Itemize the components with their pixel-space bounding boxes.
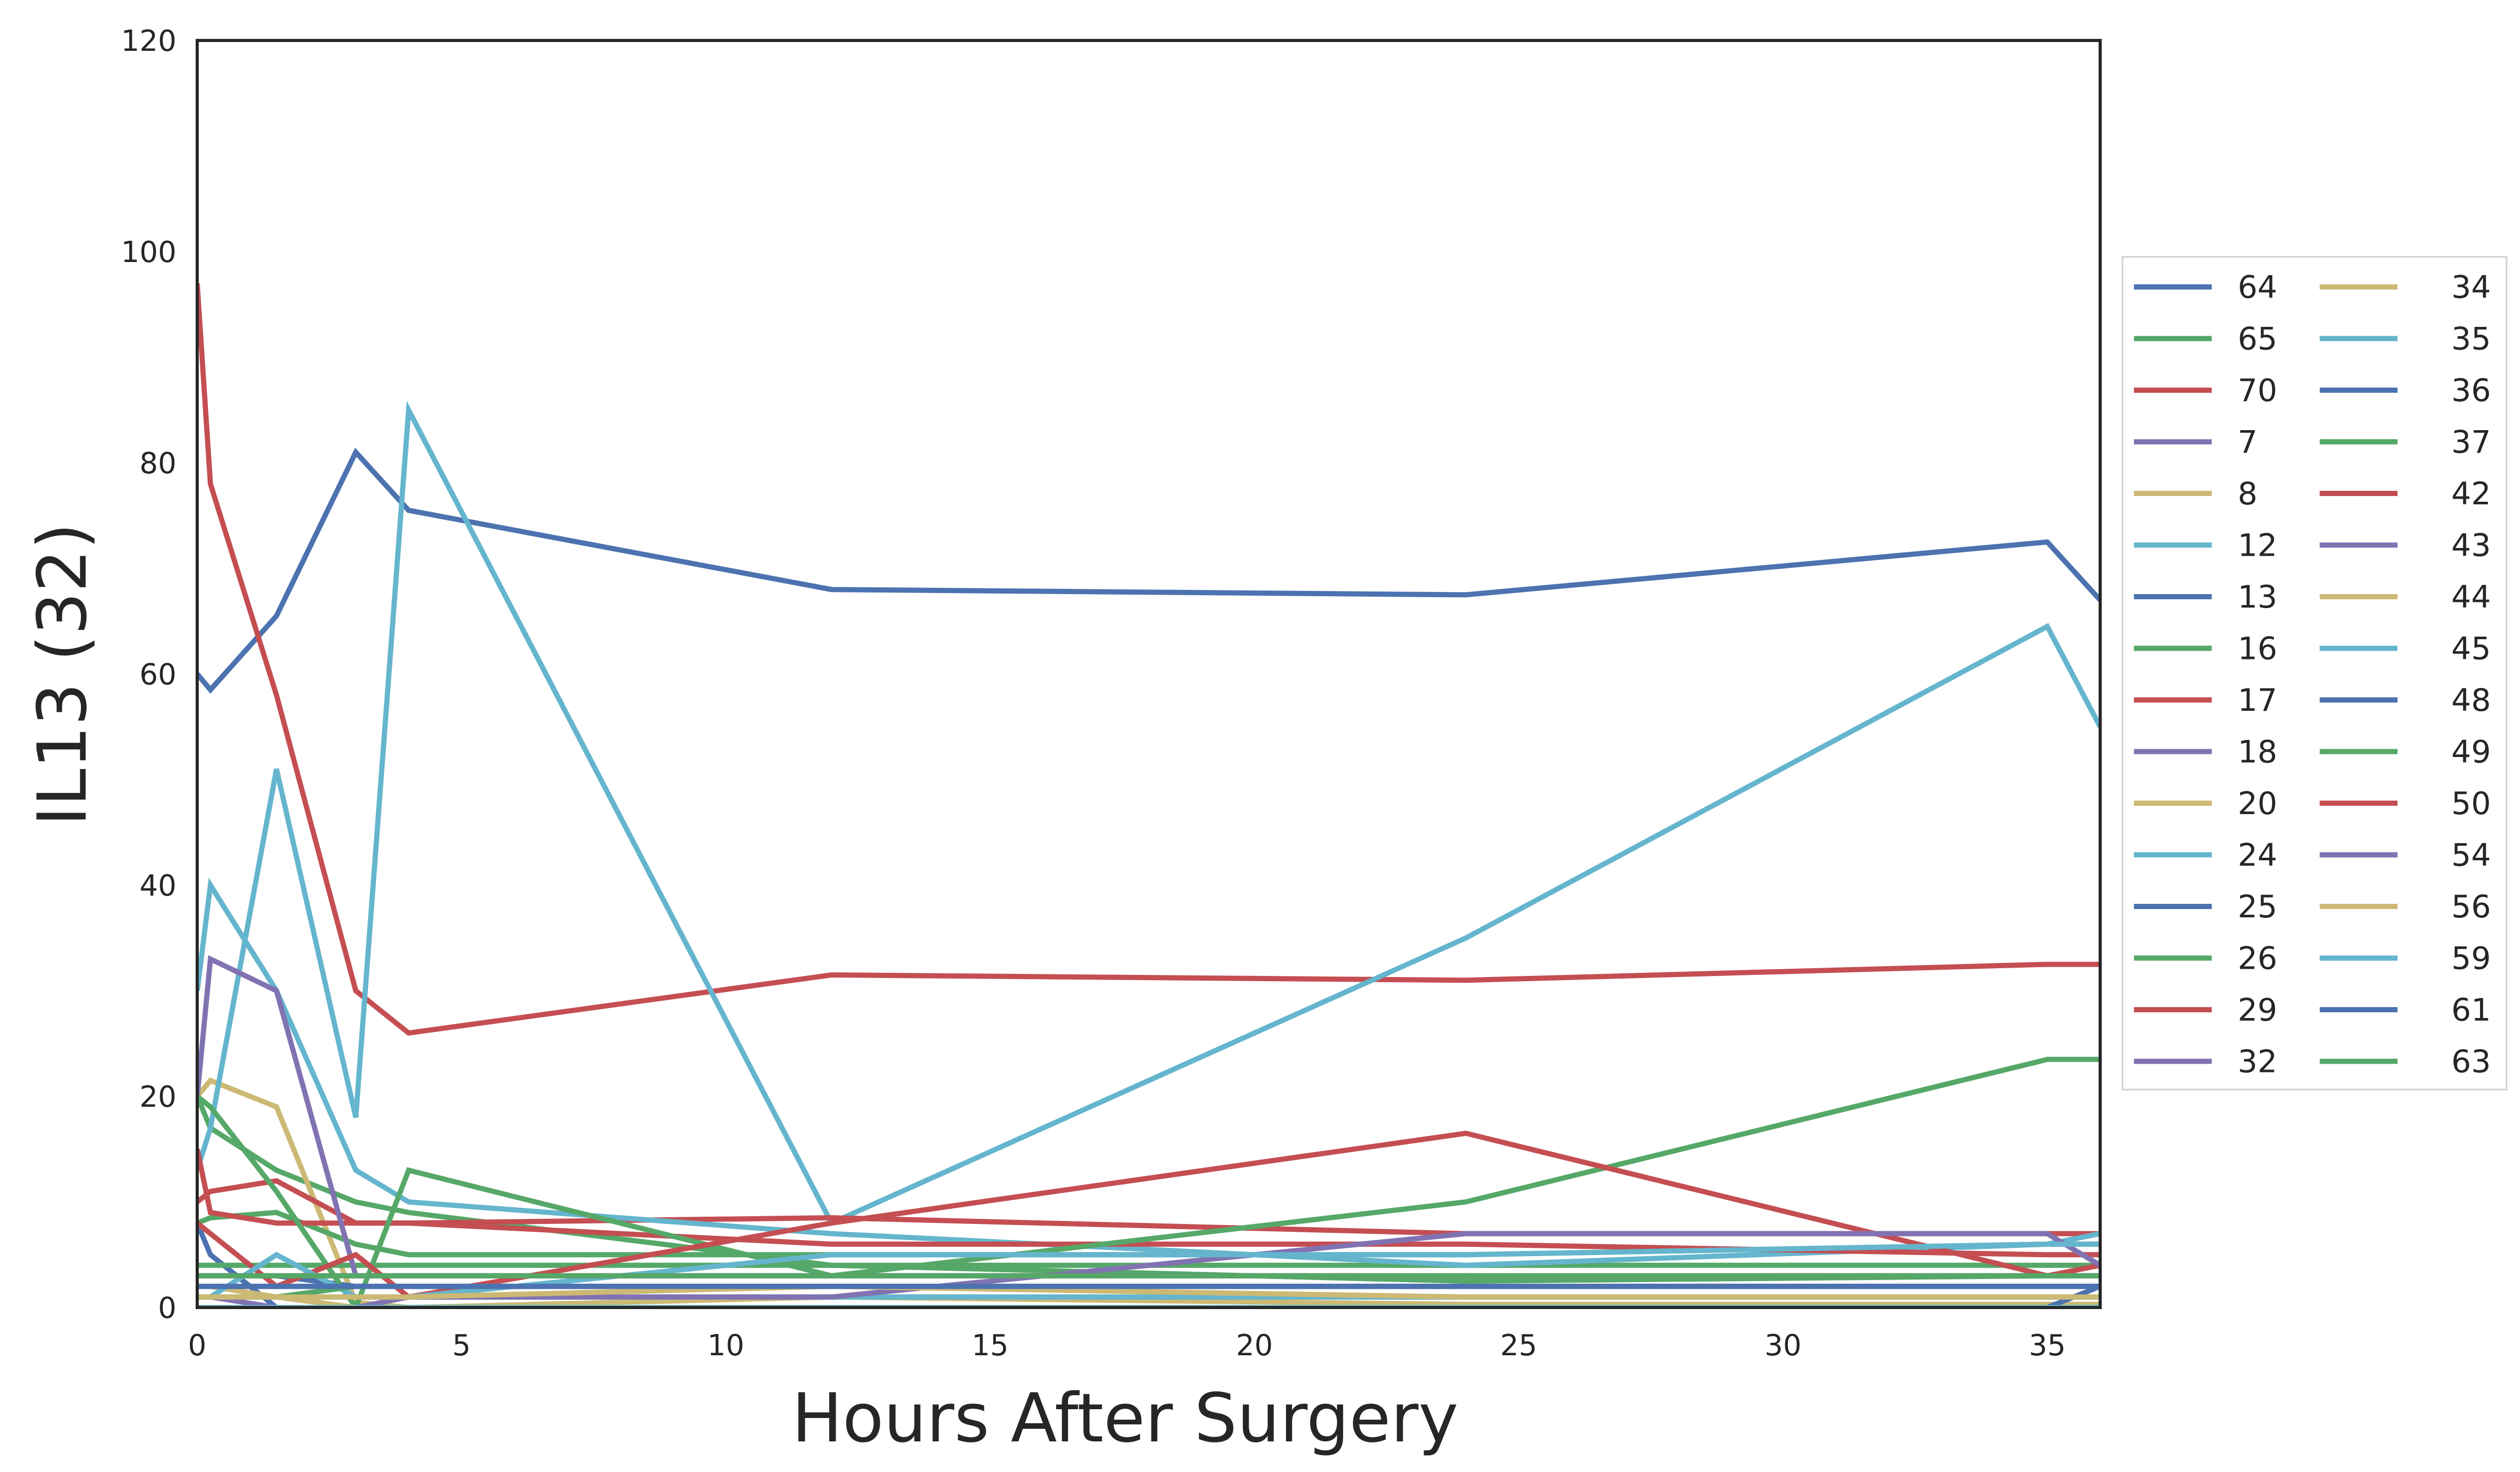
x-tick-label: 35 — [2029, 1329, 2066, 1363]
series-line-8 — [197, 1077, 2100, 1308]
legend: 64 65 70 7 8 12 13 16 17 18 20 24 25 26 29 32 34 35 36 37 42… — [2121, 256, 2508, 1091]
legend-label: 54 — [2451, 837, 2491, 874]
series-line-13 — [197, 1222, 2100, 1308]
y-tick-label: 0 — [158, 1291, 176, 1325]
legend-label: 44 — [2451, 579, 2491, 615]
series-line-64 — [197, 447, 2100, 694]
y-tick-label: 60 — [140, 658, 176, 692]
x-tick-label: 15 — [971, 1329, 1008, 1363]
series-line-29 — [197, 1148, 2100, 1258]
y-tick-label: 100 — [121, 236, 176, 269]
y-tick-label: 20 — [140, 1080, 176, 1114]
series-line-44 — [197, 1284, 2100, 1308]
legend-label: 43 — [2451, 528, 2491, 564]
legend-label: 7 — [2238, 424, 2257, 461]
legend-label: 25 — [2238, 889, 2277, 925]
legend-label: 56 — [2451, 889, 2491, 925]
legend-label: 61 — [2451, 992, 2491, 1028]
y-tick-label: 80 — [140, 447, 176, 480]
x-tick-label: 20 — [1236, 1329, 1273, 1363]
legend-label: 32 — [2238, 1044, 2277, 1080]
legend-label: 12 — [2238, 528, 2277, 564]
legend-label: 70 — [2238, 373, 2277, 409]
x-tick-label: 30 — [1764, 1329, 1801, 1363]
x-tick-label: 0 — [188, 1329, 207, 1363]
y-tick-label: 120 — [121, 24, 176, 58]
legend-label: 17 — [2238, 682, 2277, 719]
legend-label: 49 — [2451, 734, 2491, 771]
legend-label: 59 — [2451, 941, 2491, 977]
series-layer — [197, 283, 2100, 1308]
legend-label: 50 — [2451, 786, 2491, 822]
legend-label: 37 — [2451, 424, 2491, 461]
x-axis-ticks: 0 5 10 15 20 25 30 35 — [188, 1329, 2066, 1363]
series-line-37 — [197, 1056, 2100, 1308]
legend-label: 26 — [2238, 941, 2277, 977]
legend-label: 65 — [2238, 321, 2277, 357]
legend-box — [2121, 256, 2508, 1091]
legend-label: 24 — [2238, 837, 2277, 874]
series-line-12 — [197, 401, 2100, 1227]
legend-label: 42 — [2451, 476, 2491, 512]
legend-label: 18 — [2238, 734, 2277, 771]
x-tick-label: 10 — [707, 1329, 744, 1363]
y-tick-label: 40 — [140, 869, 176, 903]
y-axis-ticks: 0 20 40 60 80 100 120 — [121, 24, 176, 1325]
plot-frame — [196, 39, 2102, 1309]
legend-label: 64 — [2238, 269, 2277, 306]
legend-label: 63 — [2451, 1044, 2491, 1080]
legend-label: 29 — [2238, 992, 2277, 1028]
x-tick-label: 5 — [452, 1329, 471, 1363]
y-axis-title: IL13 (32) — [23, 523, 102, 826]
series-line-70 — [197, 283, 2100, 1036]
legend-label: 34 — [2451, 269, 2491, 306]
x-axis-title: Hours After Surgery — [792, 1379, 1459, 1457]
legend-label: 48 — [2451, 682, 2491, 719]
legend-label: 20 — [2238, 786, 2277, 822]
legend-label: 45 — [2451, 631, 2491, 667]
legend-label: 35 — [2451, 321, 2491, 357]
legend-label: 8 — [2238, 476, 2257, 512]
legend-label: 36 — [2451, 373, 2491, 409]
series-line-56 — [197, 1284, 2100, 1300]
x-tick-label: 25 — [1500, 1329, 1537, 1363]
legend-label: 16 — [2238, 631, 2277, 667]
legend-label: 13 — [2238, 579, 2277, 615]
